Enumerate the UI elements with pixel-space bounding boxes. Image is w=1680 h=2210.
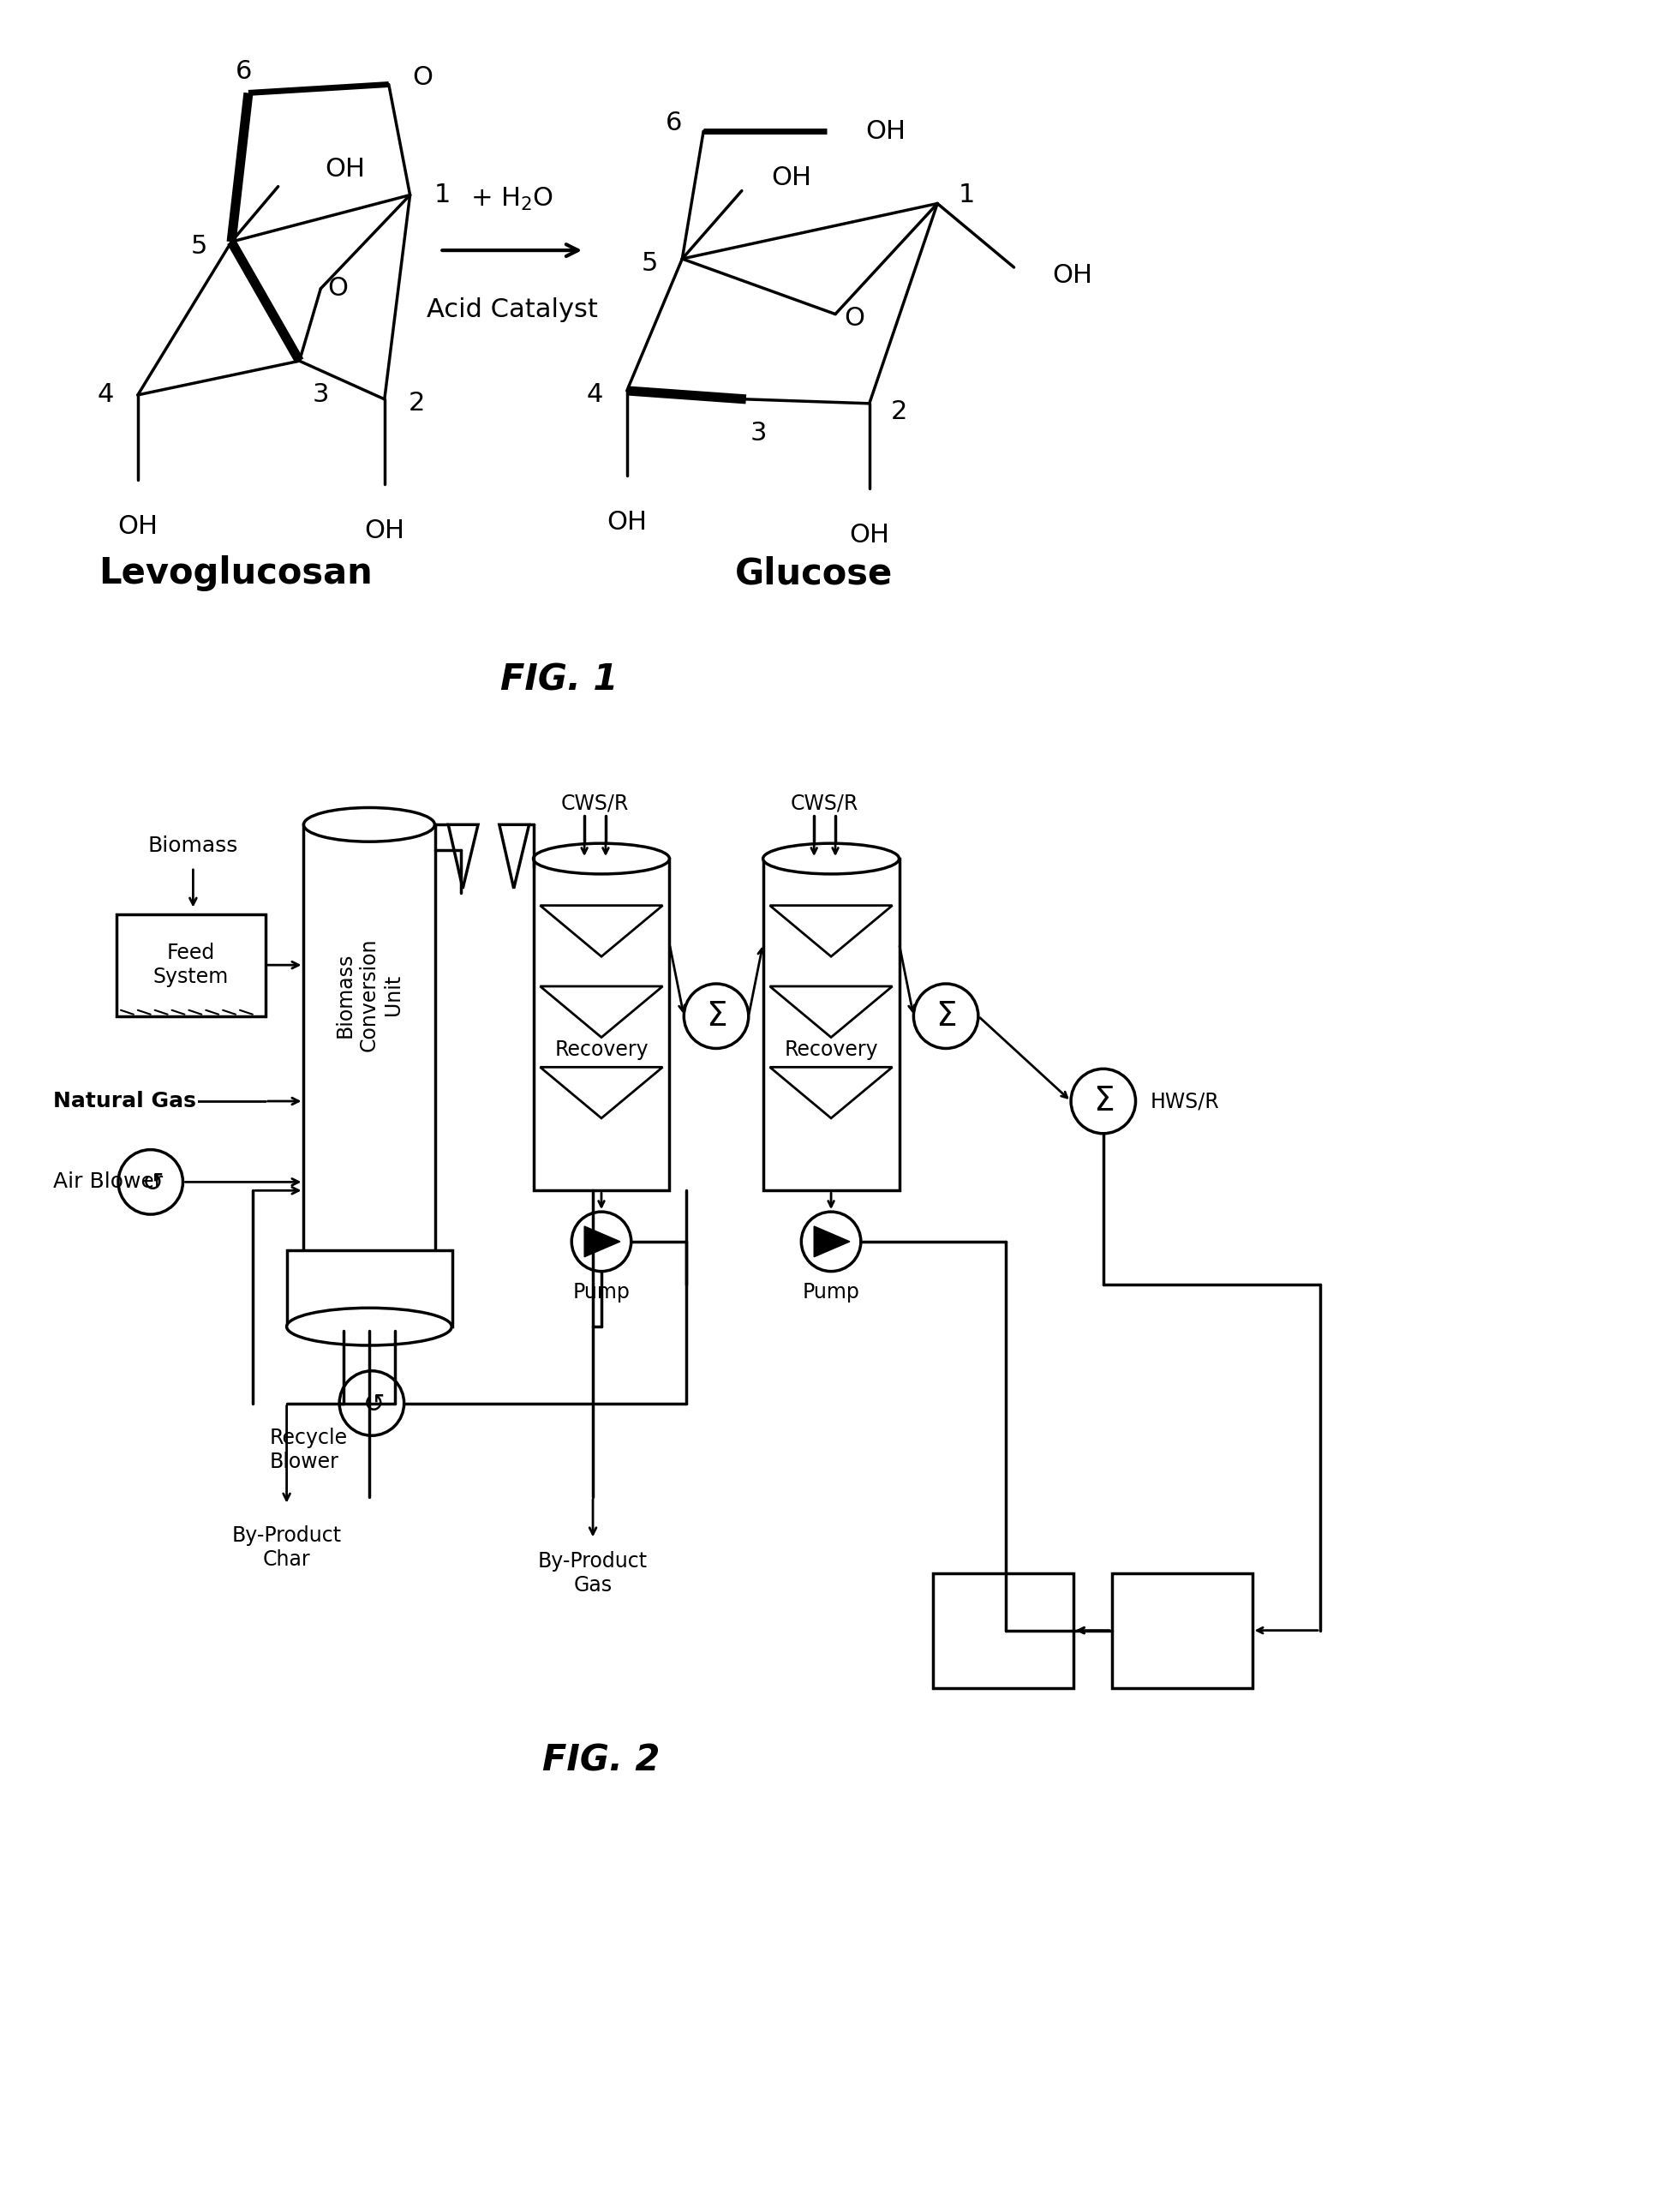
Polygon shape [585, 1227, 620, 1257]
Ellipse shape [287, 1308, 452, 1346]
Text: Acid Catalyst: Acid Catalyst [427, 298, 598, 323]
Text: FIG. 2: FIG. 2 [543, 1744, 660, 1779]
Text: $\circlearrowleft$: $\circlearrowleft$ [358, 1390, 385, 1417]
Polygon shape [815, 1227, 850, 1257]
Ellipse shape [304, 807, 435, 842]
Text: OH: OH [865, 119, 906, 144]
Text: $\Sigma$: $\Sigma$ [936, 999, 956, 1032]
Text: 3: 3 [751, 420, 768, 446]
Text: Biomass
Conversion
Unit: Biomass Conversion Unit [334, 937, 403, 1052]
Bar [1112, 1574, 1252, 1688]
Text: 2: 2 [890, 400, 907, 424]
Text: By-Product
Gas: By-Product Gas [538, 1551, 648, 1596]
Text: 5: 5 [642, 250, 659, 276]
Text: Pump: Pump [803, 1282, 860, 1304]
Circle shape [339, 1370, 405, 1437]
Text: Recycle
Blower: Recycle Blower [270, 1428, 348, 1472]
Text: FIG. 1: FIG. 1 [501, 663, 618, 698]
Text: Recovery: Recovery [554, 1041, 648, 1061]
Circle shape [801, 1211, 860, 1271]
Ellipse shape [763, 844, 899, 873]
Circle shape [1070, 1070, 1136, 1134]
Text: OH: OH [1052, 263, 1092, 287]
Text: OH: OH [606, 511, 647, 535]
Text: OH: OH [118, 515, 158, 539]
Text: 5: 5 [192, 234, 208, 259]
Ellipse shape [533, 844, 669, 873]
Circle shape [684, 983, 749, 1048]
Bar [932, 1574, 1074, 1688]
Bar [287, 1251, 452, 1326]
Text: Glucose: Glucose [736, 555, 894, 592]
Text: 4: 4 [97, 382, 114, 407]
Text: OH: OH [771, 166, 811, 190]
Text: Feed
System: Feed System [153, 944, 228, 988]
Text: $\Sigma$: $\Sigma$ [706, 999, 726, 1032]
Text: 1: 1 [959, 183, 976, 208]
Text: By-Product
Char: By-Product Char [232, 1525, 341, 1569]
Text: OH: OH [324, 157, 365, 181]
Circle shape [914, 983, 978, 1048]
Text: CWS/R: CWS/R [561, 793, 628, 813]
Text: HWS/R: HWS/R [1151, 1092, 1220, 1112]
Text: OH: OH [365, 519, 405, 544]
Text: CWS/R: CWS/R [790, 793, 858, 813]
Bar [763, 860, 899, 1191]
Text: Natural Gas: Natural Gas [52, 1092, 195, 1112]
Text: 2: 2 [408, 391, 425, 415]
Text: $\Sigma$: $\Sigma$ [1094, 1085, 1114, 1118]
Text: O: O [413, 64, 433, 91]
Text: 4: 4 [586, 382, 603, 407]
Text: 6: 6 [665, 111, 682, 135]
Text: Pump: Pump [573, 1282, 630, 1304]
Bar [116, 915, 265, 1017]
Text: Recovery: Recovery [785, 1041, 879, 1061]
Bar [304, 824, 435, 1266]
Text: Air Blower: Air Blower [52, 1171, 163, 1191]
Bar [533, 860, 669, 1191]
Text: Levoglucosan: Levoglucosan [99, 555, 373, 592]
Text: Biomass: Biomass [148, 835, 239, 855]
Text: O: O [328, 276, 348, 301]
Text: $\circlearrowleft$: $\circlearrowleft$ [138, 1169, 165, 1193]
Text: + H$_2$O: + H$_2$O [470, 186, 554, 212]
Text: 1: 1 [433, 183, 450, 208]
Circle shape [118, 1149, 183, 1213]
Text: 6: 6 [235, 60, 252, 84]
Text: O: O [843, 305, 865, 332]
Circle shape [571, 1211, 632, 1271]
Text: 3: 3 [312, 382, 329, 407]
Text: OH: OH [848, 524, 889, 548]
